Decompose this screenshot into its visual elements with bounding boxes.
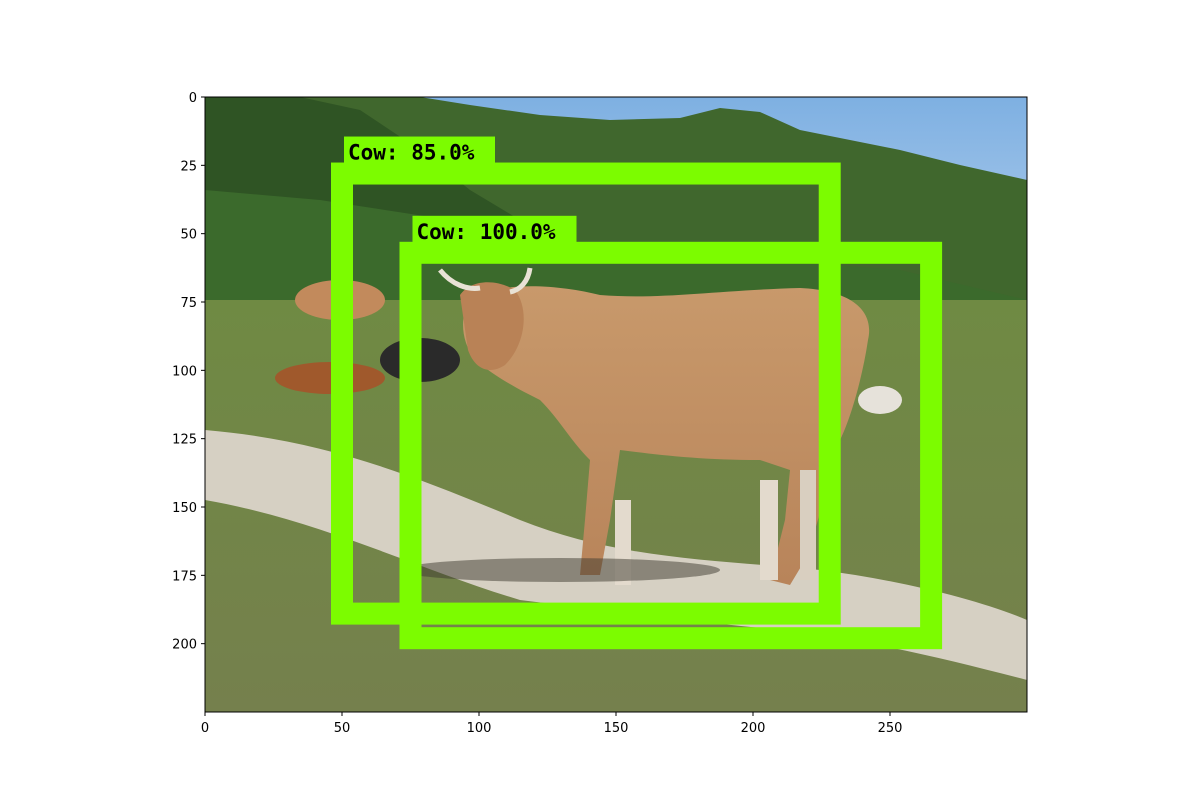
x-tick-label: 250 [878, 721, 903, 736]
detection-label: Cow: 100.0% [417, 220, 556, 244]
label-background [344, 136, 495, 167]
detection-label: Cow: 85.0% [348, 141, 475, 165]
y-tick-label: 200 [172, 638, 197, 653]
y-tick-label: 150 [172, 501, 197, 516]
main-cow [438, 267, 870, 585]
y-tick-label: 125 [172, 433, 197, 448]
y-tick-label: 75 [180, 296, 197, 311]
y-tick-label: 100 [172, 364, 197, 379]
bg-cow-4 [858, 386, 902, 414]
x-axis-ticks: 0 50 100 150 200 250 [201, 712, 903, 736]
label-background [412, 215, 577, 246]
detection-2: Cow: 100.0% [399, 215, 943, 650]
bounding-box [331, 162, 841, 625]
detection-1: Cow: 85.0% [331, 136, 841, 625]
x-tick-label: 200 [741, 721, 766, 736]
x-tick-label: 100 [467, 721, 492, 736]
y-tick-label: 0 [189, 91, 197, 106]
x-tick-label: 150 [604, 721, 629, 736]
x-tick-label: 50 [334, 721, 351, 736]
bg-cow-2 [275, 362, 385, 394]
y-tick-label: 25 [180, 159, 197, 174]
y-axis-ticks: 0 25 50 75 100 125 150 175 200 [172, 91, 205, 653]
bounding-box [399, 241, 943, 650]
x-tick-label: 0 [201, 721, 209, 736]
detection-overlays: Cow: 85.0% Cow: 100.0% [331, 136, 943, 650]
cow-shadow [400, 558, 720, 582]
y-tick-label: 175 [172, 569, 197, 584]
y-tick-label: 50 [180, 228, 197, 243]
